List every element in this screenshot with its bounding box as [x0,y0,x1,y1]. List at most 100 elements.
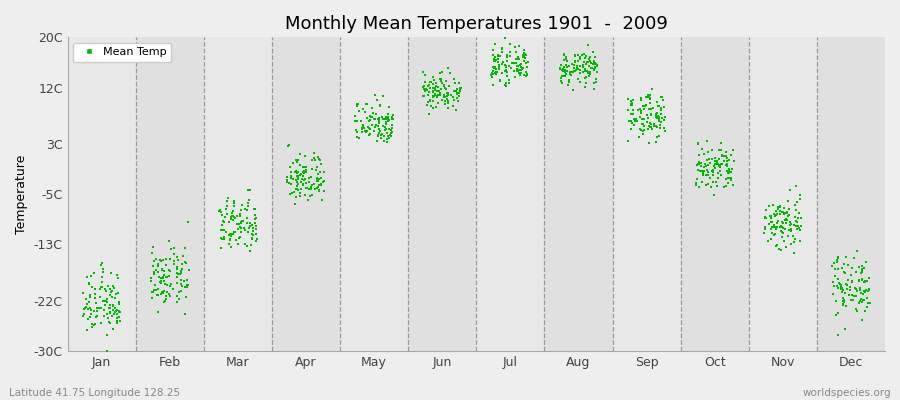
Point [99,288,113,294]
Point [634,120,649,127]
Point [284,173,299,179]
Point [841,262,855,268]
Point [112,301,126,308]
Point [794,223,808,229]
Point [720,180,734,186]
Point [843,297,858,303]
Point [489,70,503,77]
Point [436,82,451,89]
Point [846,297,860,303]
Point [637,127,652,134]
Point [362,132,376,139]
Point [107,284,122,291]
Point [579,61,593,67]
Point [313,157,328,163]
Point [380,115,394,121]
Point [516,64,530,71]
Point [836,301,850,307]
Point [175,261,189,267]
Point [690,140,705,146]
Point [248,212,262,219]
Point [719,176,733,182]
Point [700,148,715,155]
Point [622,118,636,124]
Point [371,132,385,139]
Point [776,230,790,236]
Point [154,291,168,297]
Point [439,93,454,99]
Point [177,284,192,290]
Point [643,96,657,102]
Point [102,319,116,326]
Point [706,169,720,176]
Point [855,277,869,284]
Point [635,131,650,137]
Point [518,51,532,57]
Point [291,179,305,185]
Point [427,93,441,99]
Point [688,181,703,188]
Point [714,161,728,167]
Point [147,271,161,278]
Point [362,125,376,131]
Point [621,107,635,113]
Point [235,202,249,208]
Point [775,209,789,215]
Point [520,59,535,65]
Point [518,54,532,61]
Point [225,210,239,216]
Point [440,90,454,97]
Point [441,105,455,111]
Point [82,280,96,286]
Point [216,236,230,242]
Point [862,287,877,294]
Point [369,122,383,128]
Point [158,297,172,304]
Point [644,92,658,98]
Point [349,129,364,135]
Point [625,101,639,108]
Point [853,296,868,302]
Bar [272,37,340,351]
Point [181,282,195,288]
Point [220,195,235,201]
Point [365,114,380,120]
Point [763,215,778,221]
Point [831,265,845,272]
Point [169,299,184,306]
Point [862,300,877,306]
Point [518,60,533,66]
Point [284,169,298,176]
Point [304,192,319,198]
Point [638,94,652,100]
Point [579,53,593,60]
Point [295,181,310,188]
Point [422,110,436,117]
Point [850,292,864,299]
Point [499,63,513,70]
Point [171,257,185,263]
Point [246,228,260,234]
Point [567,52,581,58]
Point [248,220,262,226]
Point [758,224,772,230]
Point [166,286,180,292]
Point [588,65,602,72]
Point [828,273,842,280]
Point [770,224,785,230]
Point [151,292,166,298]
Point [105,326,120,332]
Point [311,175,326,182]
Point [554,75,568,82]
Point [515,66,529,72]
Point [855,276,869,282]
Point [573,54,588,60]
Point [110,307,124,314]
Point [708,164,723,171]
Point [649,114,663,120]
Point [556,68,571,74]
Point [292,162,307,168]
Point [176,253,190,259]
Point [698,162,713,169]
Point [218,214,232,221]
